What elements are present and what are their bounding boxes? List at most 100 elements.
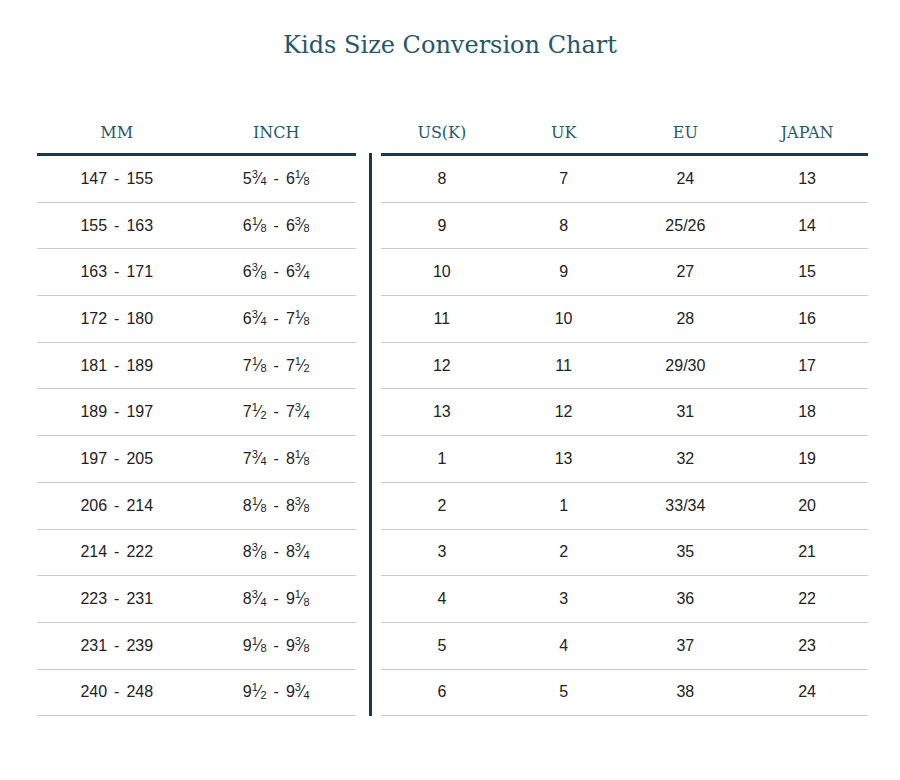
table-row: 223-23183⁄4-91⁄8 xyxy=(37,576,356,623)
inch-cell: 91⁄8-93⁄8 xyxy=(197,623,357,669)
table-row: 653824 xyxy=(381,670,868,717)
eu-cell: 31 xyxy=(625,389,747,435)
table-row: 240-24891⁄2-93⁄4 xyxy=(37,670,356,717)
uk-cell: 12 xyxy=(503,389,625,435)
table-row: 13123118 xyxy=(381,389,868,436)
eu-cell: 24 xyxy=(625,156,747,202)
mm-cell: 181-189 xyxy=(37,343,197,389)
table-row: 206-21481⁄8-83⁄8 xyxy=(37,483,356,530)
table-row: 1133219 xyxy=(381,436,868,483)
us-k-cell: 11 xyxy=(381,296,503,342)
us-k-cell: 5 xyxy=(381,623,503,669)
japan-cell: 23 xyxy=(746,623,868,669)
uk-cell: 9 xyxy=(503,249,625,295)
mm-cell: 214-222 xyxy=(37,530,197,576)
uk-cell: 5 xyxy=(503,670,625,716)
table-divider xyxy=(369,153,372,716)
japan-cell: 21 xyxy=(746,530,868,576)
japan-cell: 17 xyxy=(746,343,868,389)
page-title: Kids Size Conversion Chart xyxy=(0,31,900,59)
table-row: 197-20573⁄4-81⁄8 xyxy=(37,436,356,483)
japan-cell: 18 xyxy=(746,389,868,435)
uk-cell: 10 xyxy=(503,296,625,342)
inch-cell: 73⁄4-81⁄8 xyxy=(197,436,357,482)
table-row: 155-16361⁄8-63⁄8 xyxy=(37,203,356,250)
inch-cell: 71⁄2-73⁄4 xyxy=(197,389,357,435)
mm-cell: 163-171 xyxy=(37,249,197,295)
us-k-cell: 4 xyxy=(381,576,503,622)
eu-cell: 25/26 xyxy=(625,203,747,249)
inch-cell: 81⁄8-83⁄8 xyxy=(197,483,357,529)
table-row: 172-18063⁄4-71⁄8 xyxy=(37,296,356,343)
column-header-usk: US(K) xyxy=(381,111,503,153)
inch-cell: 71⁄8-71⁄2 xyxy=(197,343,357,389)
us-k-cell: 10 xyxy=(381,249,503,295)
table-row: 9825/2614 xyxy=(381,203,868,250)
japan-cell: 16 xyxy=(746,296,868,342)
mm-cell: 231-239 xyxy=(37,623,197,669)
table-row: 163-17163⁄8-63⁄4 xyxy=(37,249,356,296)
inch-cell: 91⁄2-93⁄4 xyxy=(197,670,357,716)
inch-cell: 63⁄8-63⁄4 xyxy=(197,249,357,295)
table-row: 11102816 xyxy=(381,296,868,343)
table-row: 214-22283⁄8-83⁄4 xyxy=(37,530,356,577)
mm-cell: 197-205 xyxy=(37,436,197,482)
measurement-table: MMINCH147-15553⁄4-61⁄8155-16361⁄8-63⁄816… xyxy=(37,111,356,716)
inch-cell: 53⁄4-61⁄8 xyxy=(197,156,357,202)
column-header-uk: UK xyxy=(503,111,625,153)
us-k-cell: 1 xyxy=(381,436,503,482)
table-row: 189-19771⁄2-73⁄4 xyxy=(37,389,356,436)
japan-cell: 24 xyxy=(746,670,868,716)
mm-cell: 147-155 xyxy=(37,156,197,202)
inch-cell: 61⁄8-63⁄8 xyxy=(197,203,357,249)
uk-cell: 8 xyxy=(503,203,625,249)
table-row: 1092715 xyxy=(381,249,868,296)
uk-cell: 1 xyxy=(503,483,625,529)
us-k-cell: 6 xyxy=(381,670,503,716)
japan-cell: 14 xyxy=(746,203,868,249)
eu-cell: 35 xyxy=(625,530,747,576)
us-k-cell: 2 xyxy=(381,483,503,529)
eu-cell: 29/30 xyxy=(625,343,747,389)
japan-cell: 13 xyxy=(746,156,868,202)
column-header-inch: INCH xyxy=(197,111,357,153)
eu-cell: 27 xyxy=(625,249,747,295)
eu-cell: 37 xyxy=(625,623,747,669)
mm-cell: 206-214 xyxy=(37,483,197,529)
column-header-eu: EU xyxy=(625,111,747,153)
mm-cell: 172-180 xyxy=(37,296,197,342)
us-k-cell: 9 xyxy=(381,203,503,249)
table-row: 872413 xyxy=(381,156,868,203)
table-row: 2133/3420 xyxy=(381,483,868,530)
column-header-mm: MM xyxy=(37,111,197,153)
japan-cell: 22 xyxy=(746,576,868,622)
table-row: 181-18971⁄8-71⁄2 xyxy=(37,343,356,390)
size-table: US(K)UKEUJAPAN8724139825/261410927151110… xyxy=(381,111,868,716)
inch-cell: 83⁄4-91⁄8 xyxy=(197,576,357,622)
column-header-japan: JAPAN xyxy=(746,111,868,153)
table-row: 323521 xyxy=(381,530,868,577)
uk-cell: 2 xyxy=(503,530,625,576)
us-k-cell: 3 xyxy=(381,530,503,576)
japan-cell: 15 xyxy=(746,249,868,295)
mm-cell: 223-231 xyxy=(37,576,197,622)
eu-cell: 36 xyxy=(625,576,747,622)
table-row: 543723 xyxy=(381,623,868,670)
eu-cell: 28 xyxy=(625,296,747,342)
size-chart-page: Kids Size Conversion Chart MMINCH147-155… xyxy=(0,0,900,780)
mm-cell: 240-248 xyxy=(37,670,197,716)
table-row: 433622 xyxy=(381,576,868,623)
uk-cell: 13 xyxy=(503,436,625,482)
uk-cell: 3 xyxy=(503,576,625,622)
us-k-cell: 8 xyxy=(381,156,503,202)
uk-cell: 7 xyxy=(503,156,625,202)
eu-cell: 33/34 xyxy=(625,483,747,529)
table-row: 147-15553⁄4-61⁄8 xyxy=(37,156,356,203)
mm-cell: 155-163 xyxy=(37,203,197,249)
japan-cell: 20 xyxy=(746,483,868,529)
japan-cell: 19 xyxy=(746,436,868,482)
eu-cell: 32 xyxy=(625,436,747,482)
us-k-cell: 12 xyxy=(381,343,503,389)
table-row: 231-23991⁄8-93⁄8 xyxy=(37,623,356,670)
table-row: 121129/3017 xyxy=(381,343,868,390)
